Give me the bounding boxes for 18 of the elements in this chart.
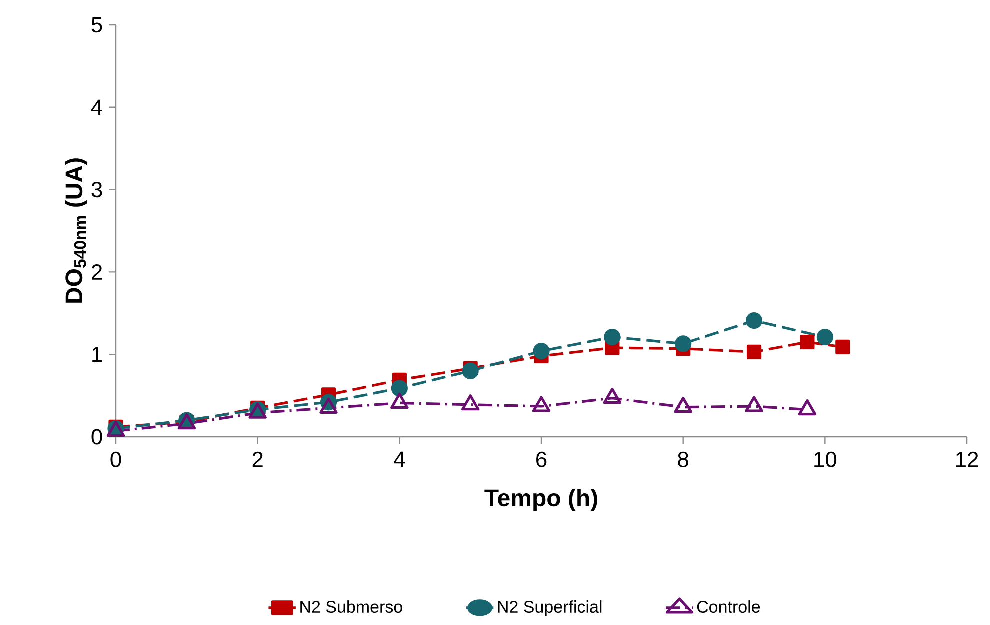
y-tick-label: 5: [92, 17, 102, 33]
x-tick-label: 2: [252, 452, 263, 468]
x-tick-label: 6: [536, 452, 547, 468]
x-axis-title: Tempo (h): [484, 488, 598, 512]
x-tick-label: 10: [814, 452, 837, 468]
text: DO$_{540nm}$ (UA): [64, 158, 88, 303]
y-tick-label: 2: [92, 264, 102, 280]
legend-label: N2 Submerso: [300, 600, 402, 614]
x-tick-label: 12: [956, 452, 978, 468]
y-tick-label: 4: [91, 100, 102, 115]
legend-label: Controle: [697, 600, 760, 614]
y-tick-label: 3: [92, 182, 102, 198]
x-tick-label: 4: [394, 452, 406, 467]
y-tick-label: 0: [92, 429, 102, 445]
x-tick-label: 8: [678, 452, 689, 468]
y-tick-label: 1: [92, 347, 102, 362]
legend-label: N2 Superficial: [498, 600, 602, 616]
x-tick-label: 0: [110, 452, 122, 468]
